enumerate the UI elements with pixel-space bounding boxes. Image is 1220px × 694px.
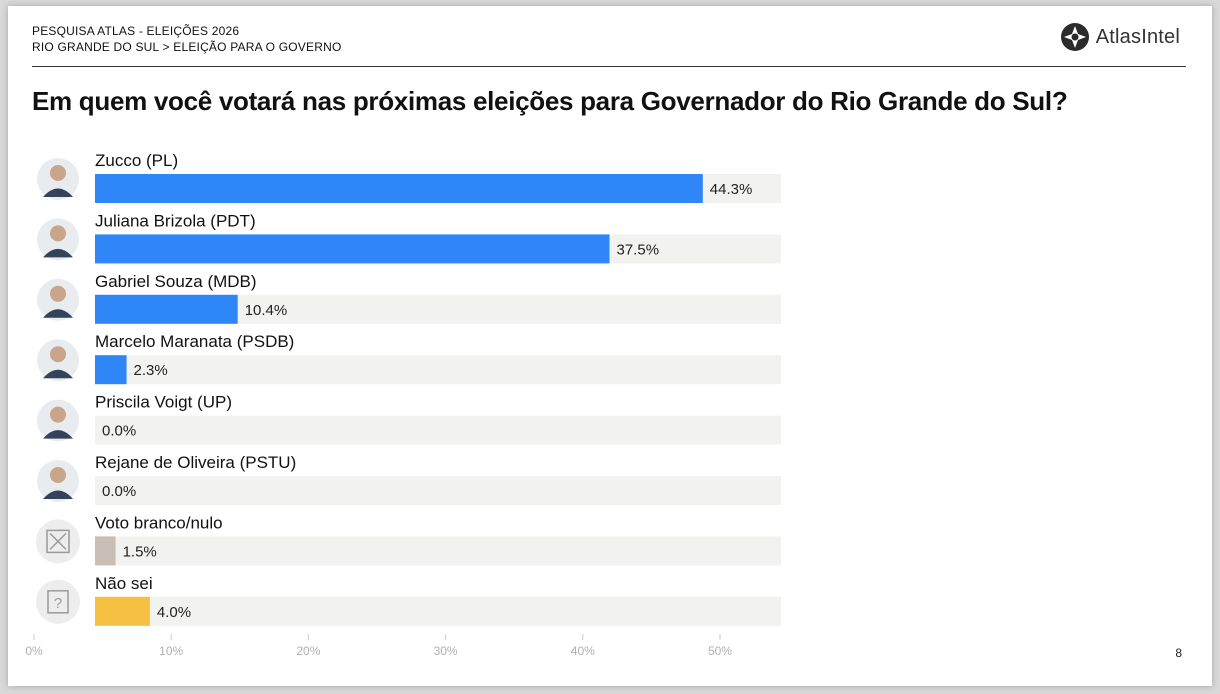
candidate-photo-face (50, 225, 66, 242)
header-divider (32, 66, 1186, 67)
chart-question: Em quem você votará nas próximas eleiçõe… (32, 86, 1068, 116)
category-label: Rejane de Oliveira (PSTU) (95, 453, 296, 472)
candidate-photo-body (43, 369, 73, 379)
bar-value-label: 10.4% (245, 302, 288, 319)
bar-track (95, 415, 781, 445)
bar (95, 355, 127, 385)
x-tick-label: 40% (571, 644, 595, 658)
category-label: Marcelo Maranata (PSDB) (95, 332, 294, 351)
page-number: 8 (1175, 646, 1182, 660)
candidate-photo-body (43, 248, 73, 258)
bar-track (95, 476, 781, 505)
slide: PESQUISA ATLAS - ELEIÇÕES 2026 RIO GRAND… (8, 6, 1212, 686)
candidate-photo-body (43, 430, 73, 439)
bar-value-label: 44.3% (710, 181, 753, 198)
bar-track (95, 355, 781, 385)
bar (95, 234, 610, 264)
atlasintel-logo: AtlasIntel (1060, 22, 1180, 52)
candidate-photo-face (50, 406, 66, 423)
category-label: Zucco (PL) (95, 151, 178, 170)
breadcrumb: RIO GRANDE DO SUL > ELEIÇÃO PARA O GOVER… (32, 40, 342, 54)
category-label: Não sei (95, 574, 153, 593)
candidate-photo-face (50, 165, 66, 181)
x-tick-label: 0% (25, 644, 43, 658)
x-tick-label: 20% (296, 644, 320, 658)
candidate-photo-face (50, 285, 66, 302)
category-label: Priscila Voigt (UP) (95, 393, 232, 412)
bar-value-label: 4.0% (157, 604, 191, 621)
atlasintel-logo-icon (1060, 23, 1089, 51)
question-mark-box (47, 590, 69, 614)
category-label: Gabriel Souza (MDB) (95, 272, 257, 291)
bar-value-label: 37.5% (617, 241, 660, 258)
bar (95, 596, 150, 626)
candidate-photo-body (43, 490, 73, 499)
question-mark-glyph: ? (54, 595, 62, 612)
bar-track (95, 536, 781, 566)
survey-title: PESQUISA ATLAS - ELEIÇÕES 2026 (32, 24, 240, 38)
bar-track (95, 596, 781, 626)
bar-value-label: 0.0% (102, 483, 136, 500)
blank-ballot-box (46, 529, 70, 554)
candidate-photo-face (50, 346, 66, 363)
category-label: Juliana Brizola (PDT) (95, 211, 256, 230)
candidate-photo-body (43, 309, 73, 318)
bar (95, 174, 703, 203)
question-mark-icon (36, 579, 80, 624)
x-tick-label: 50% (708, 644, 732, 658)
category-label: Voto branco/nulo (95, 513, 223, 532)
bar-chart: Zucco (PL) 44.3% Juliana Brizola (PDT) 37.5… (25, 151, 781, 658)
x-tick-label: 10% (159, 644, 183, 658)
bar-value-label: 2.3% (134, 362, 168, 379)
x-tick-label: 30% (434, 644, 458, 658)
candidate-photo-body (43, 188, 73, 197)
candidate-photo-face (50, 467, 66, 483)
logo-text: AtlasIntel (1095, 25, 1180, 48)
blank-ballot-cross (49, 532, 67, 550)
bar-value-label: 0.0% (102, 423, 136, 440)
bar (95, 294, 238, 324)
bar-value-label: 1.5% (123, 543, 157, 560)
bar (95, 536, 116, 566)
